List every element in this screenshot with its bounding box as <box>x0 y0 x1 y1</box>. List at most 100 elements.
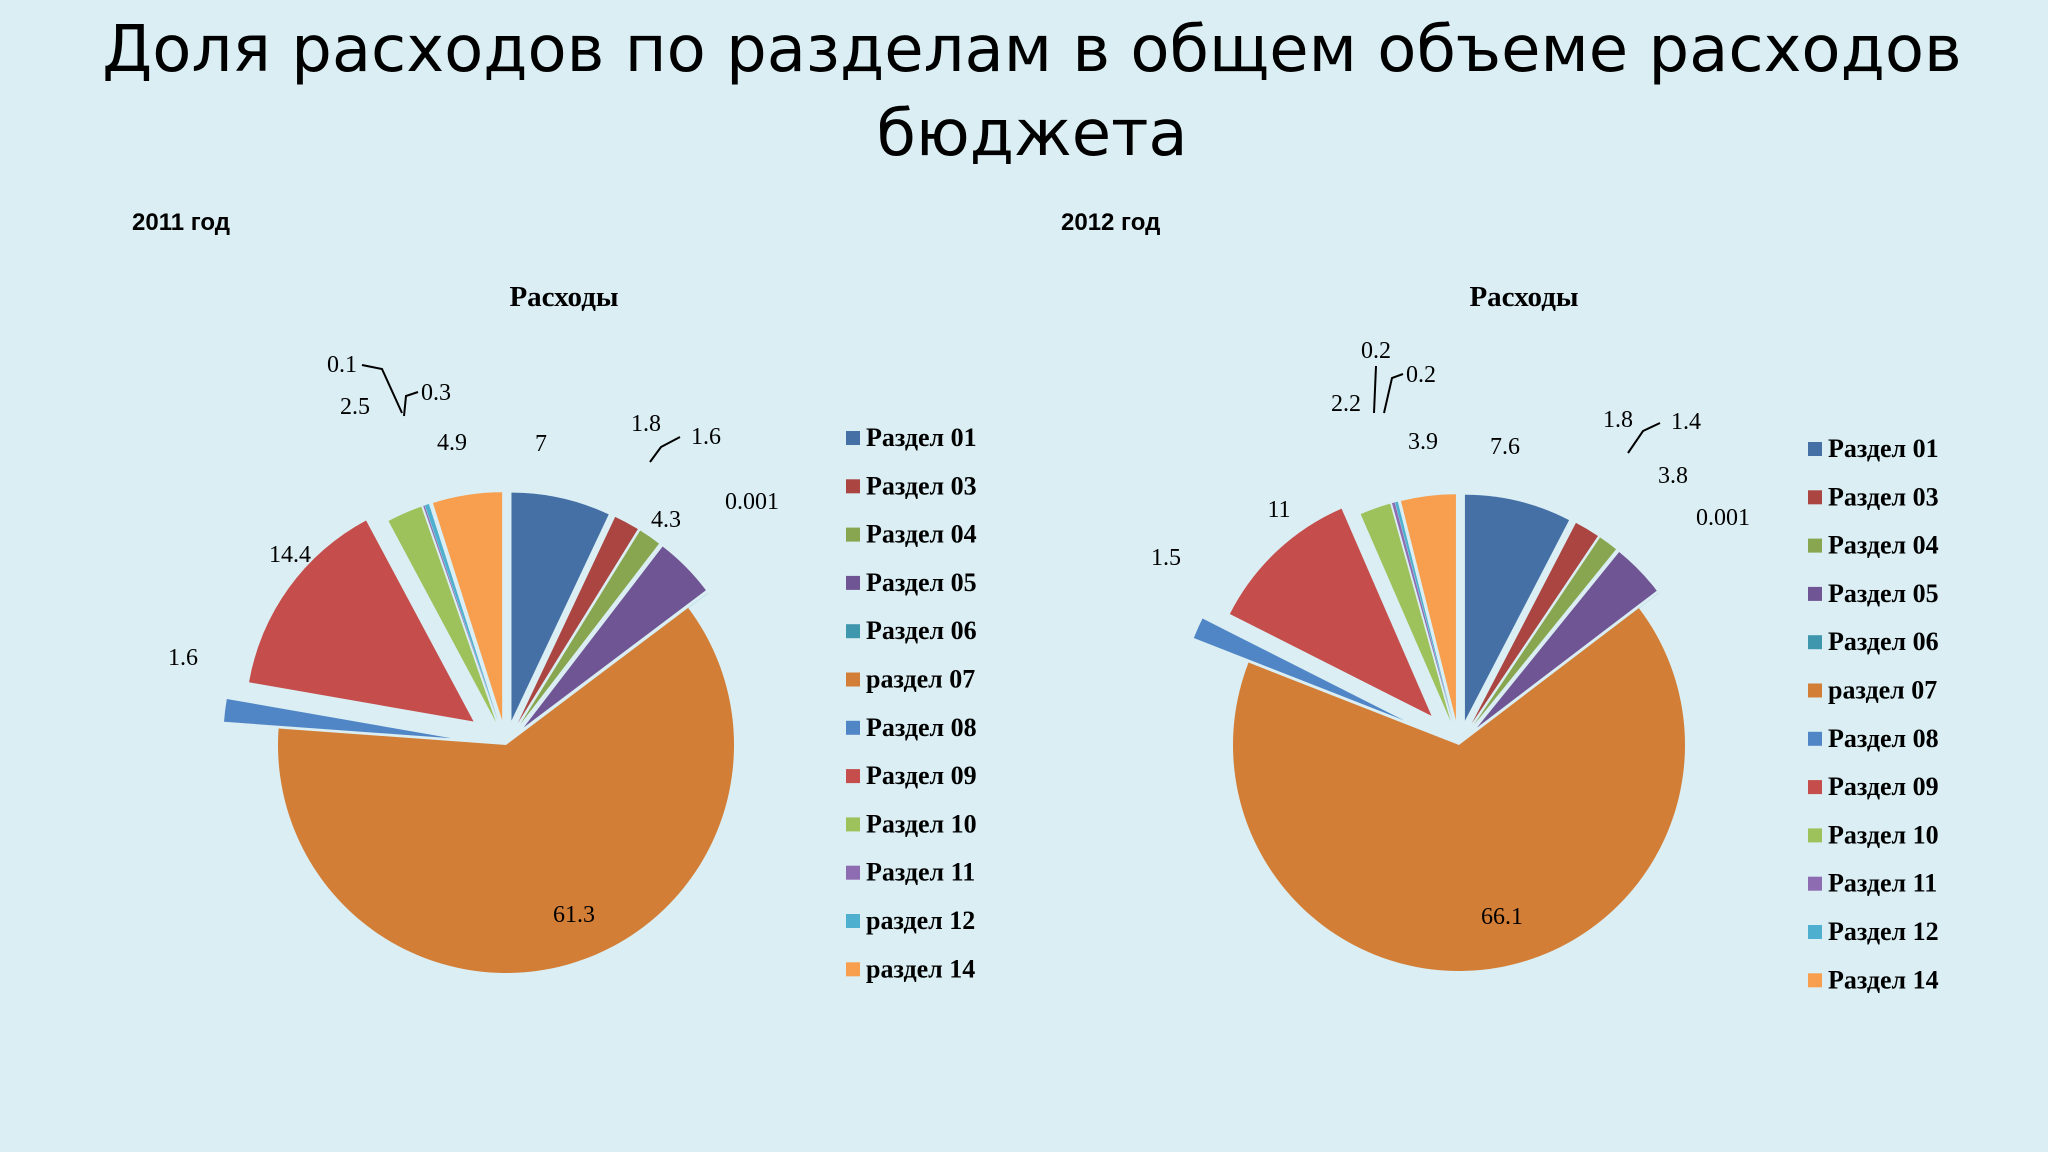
leader-line-9 <box>361 364 403 414</box>
legend-label-11: раздел 12 <box>866 906 975 935</box>
legend-swatch-8 <box>1808 780 1822 795</box>
legend-swatch-3 <box>846 527 860 542</box>
leader-line-10 <box>1383 373 1404 414</box>
data-label-12: 4.9 <box>437 430 467 456</box>
legend-swatch-7 <box>1808 731 1822 746</box>
pie-chart-2011: Расходы 7 1.8 1.6 4.3 0.001 61.3 1.6 14.4 2.5 0.1 0… <box>168 281 977 983</box>
data-label-2: 1.8 <box>631 411 661 437</box>
legend-label-1: Раздел 01 <box>866 423 977 452</box>
legend-swatch-9 <box>846 817 860 832</box>
data-label-2: 1.8 <box>1603 407 1633 433</box>
legend-label-1: Раздел 01 <box>1828 434 1939 463</box>
legend-swatch-11 <box>1808 925 1822 939</box>
legend-label-12: Раздел 14 <box>1828 965 1939 994</box>
legend-swatch-10 <box>846 865 860 880</box>
pie-slice-1 <box>511 492 609 721</box>
legend-label-10: Раздел 11 <box>866 858 975 887</box>
data-label-8: 11 <box>1267 497 1290 523</box>
pie-slice-10 <box>423 505 498 722</box>
slide-title-line-1: Доля расходов по разделам в общем объеме… <box>102 13 1962 87</box>
legend-label-2: Раздел 03 <box>866 471 977 500</box>
data-label-8: 14.4 <box>269 542 311 568</box>
legend-swatch-7 <box>846 720 860 735</box>
leader-line-2 <box>1627 422 1661 454</box>
pie-slice-3 <box>520 530 660 725</box>
pie-slice-1 <box>1464 494 1570 721</box>
legend-label-8: Раздел 09 <box>1828 772 1939 801</box>
legend-label-11: Раздел 12 <box>1828 917 1939 946</box>
data-label-4: 4.3 <box>651 507 681 533</box>
pie-slice-4 <box>1476 551 1657 728</box>
legend-swatch-4 <box>1808 586 1822 601</box>
data-label-5: 0.001 <box>725 489 779 515</box>
pie-slice-8 <box>1229 508 1432 716</box>
data-label-6: 61.3 <box>553 902 595 928</box>
data-label-9: 2.2 <box>1331 391 1361 417</box>
pie-slice-11 <box>424 504 499 722</box>
legend-label-4: Раздел 05 <box>1828 579 1939 608</box>
year-label-2011: 2011 год <box>132 209 230 236</box>
pie-slice-7 <box>1193 618 1405 721</box>
chart-title: Расходы <box>1469 281 1578 313</box>
legend-swatch-3 <box>1808 538 1822 553</box>
legend-swatch-5 <box>846 624 860 639</box>
pie-slice-9 <box>388 506 496 723</box>
legend-swatch-11 <box>846 914 860 928</box>
legend-label-4: Раздел 05 <box>866 568 977 597</box>
pie-chart-2012: Расходы 7.6 1.8 1.4 3.8 0.001 66.1 1.5 11 2.2 0.2 0… <box>1151 281 1939 994</box>
pie-slice-7 <box>224 698 452 739</box>
data-label-6: 66.1 <box>1481 904 1523 930</box>
data-label-3: 1.6 <box>691 424 721 450</box>
pie-slice-12 <box>1400 494 1456 721</box>
legend-label-5: Раздел 06 <box>1828 627 1939 656</box>
leader-line-2 <box>649 436 681 463</box>
legend-swatch-6 <box>846 672 860 687</box>
chart-title: Расходы <box>509 281 618 313</box>
legend-label-3: Раздел 04 <box>866 520 977 549</box>
legend-label-7: Раздел 08 <box>866 713 977 742</box>
pie-slices <box>1193 494 1685 971</box>
legend-label-3: Раздел 04 <box>1828 531 1939 560</box>
legend-label-12: раздел 14 <box>866 954 975 983</box>
year-label-2012: 2012 год <box>1061 209 1161 236</box>
slide-title-line-2: бюджета <box>876 97 1188 171</box>
legend-label-8: Раздел 09 <box>866 761 977 790</box>
legend-label-9: Раздел 10 <box>866 809 977 838</box>
pie-slice-8 <box>249 520 474 722</box>
data-label-11: 0.2 <box>1406 362 1436 388</box>
data-label-12: 3.9 <box>1408 429 1438 455</box>
data-label-1: 7.6 <box>1490 434 1520 460</box>
data-label-7: 1.6 <box>168 645 198 671</box>
legend-label-6: раздел 07 <box>866 665 975 694</box>
pie-slice-2 <box>1471 522 1598 724</box>
data-label-9: 2.5 <box>340 394 370 420</box>
pie-slice-4 <box>523 546 706 728</box>
data-label-1: 7 <box>535 431 547 457</box>
pie-slice-11 <box>1395 501 1453 721</box>
legend-label-2: Раздел 03 <box>1828 482 1939 511</box>
legend-swatch-2 <box>1808 490 1822 505</box>
pie-slice-10 <box>1391 502 1453 721</box>
data-label-4: 3.8 <box>1658 463 1688 489</box>
legend-swatch-4 <box>846 575 860 590</box>
legend-swatch-1 <box>846 431 860 445</box>
legend-label-7: Раздел 08 <box>1828 724 1939 753</box>
data-label-5: 0.001 <box>1696 505 1750 531</box>
leader-line-10 <box>403 391 419 417</box>
slide-title: Доля расходов по разделам в общем объеме… <box>0 8 2048 176</box>
legend-label-9: Раздел 10 <box>1828 820 1939 849</box>
data-label-10: 0.2 <box>1361 338 1391 364</box>
pie-slices <box>224 492 734 973</box>
pie-slice-6 <box>278 607 734 973</box>
legend-swatch-1 <box>1808 442 1822 456</box>
data-label-3: 1.4 <box>1671 409 1701 435</box>
legend: Раздел 01 Раздел 03 Раздел 04 Раздел 05 Разд… <box>1808 434 1939 994</box>
data-label-11: 0.3 <box>421 380 451 406</box>
data-label-7: 1.5 <box>1151 545 1181 571</box>
legend-swatch-2 <box>846 479 860 494</box>
leader-line-9 <box>1373 365 1377 414</box>
pie-slice-2 <box>517 516 638 724</box>
legend-swatch-9 <box>1808 828 1822 843</box>
legend-label-5: Раздел 06 <box>866 616 977 645</box>
legend-label-6: раздел 07 <box>1828 676 1937 705</box>
